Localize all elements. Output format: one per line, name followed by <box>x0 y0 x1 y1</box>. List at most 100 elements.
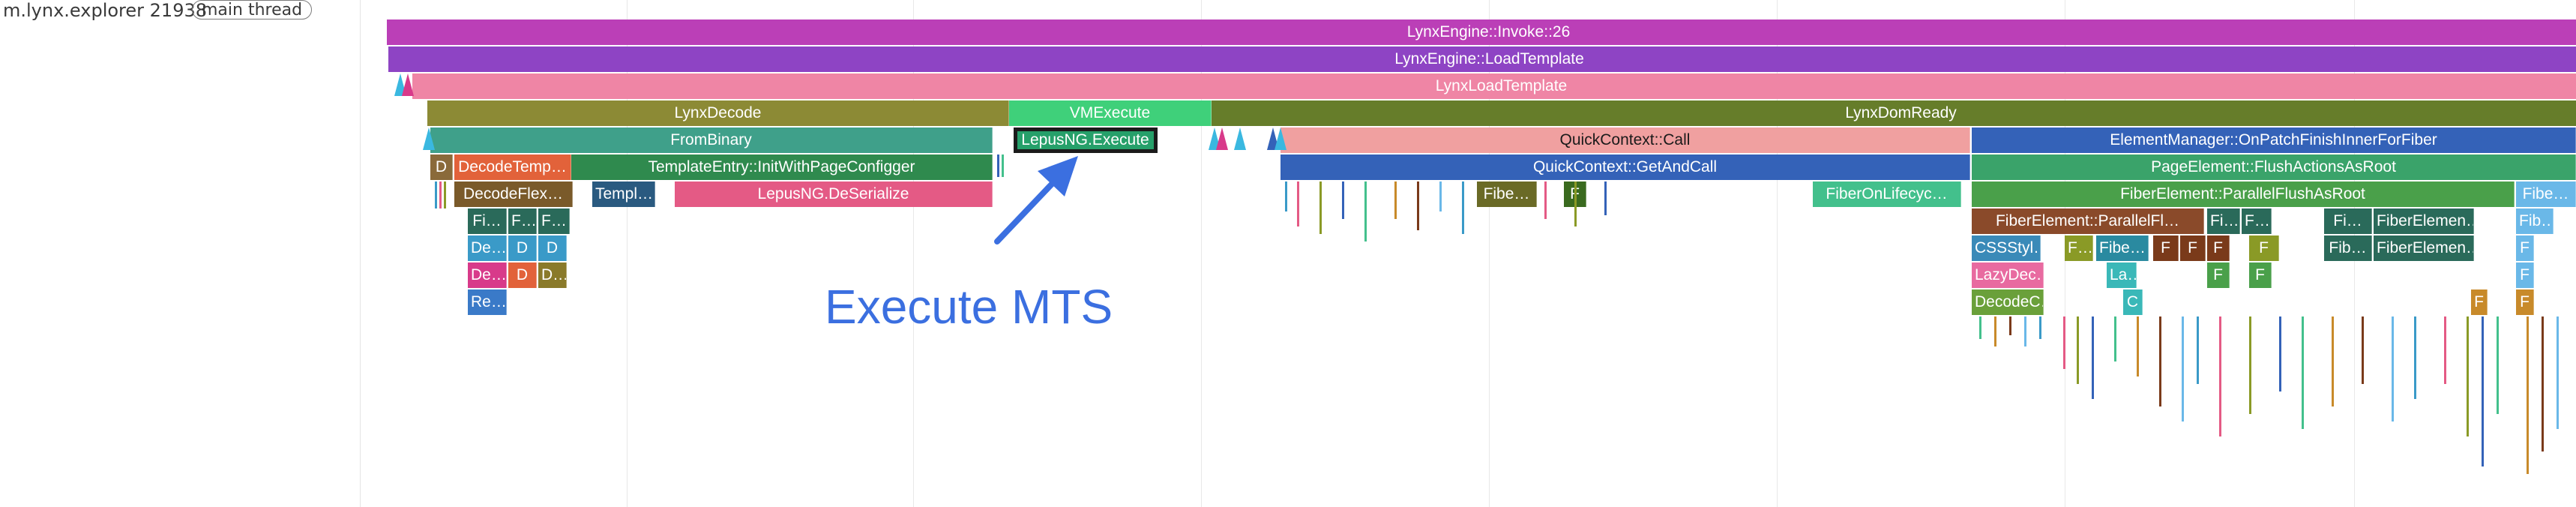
flame-slice[interactable]: QuickContext::Call <box>1281 128 1970 153</box>
flame-slice[interactable]: LynxDecode <box>427 100 1009 126</box>
flame-tick[interactable] <box>1439 182 1442 212</box>
flame-tick[interactable] <box>1979 316 1981 339</box>
flame-tick[interactable] <box>1285 182 1287 212</box>
flame-slice[interactable]: Fib… <box>2516 208 2554 234</box>
flame-tick[interactable] <box>2482 316 2484 466</box>
flame-slice[interactable]: La… <box>2107 262 2137 288</box>
flame-tick[interactable] <box>435 182 437 208</box>
flame-tick[interactable] <box>2414 316 2416 399</box>
flame-slice[interactable]: Templ… <box>592 182 655 207</box>
flame-tick[interactable] <box>2063 316 2065 369</box>
flame-tick[interactable] <box>2182 316 2184 422</box>
instant-event-marker[interactable] <box>1275 128 1287 150</box>
flame-slice[interactable]: Fibe… <box>2096 236 2149 261</box>
flame-slice[interactable]: DecodeTemp… <box>454 154 571 180</box>
flame-slice[interactable]: F <box>2471 290 2488 315</box>
flame-slice[interactable]: F <box>2249 262 2272 288</box>
flame-tick[interactable] <box>1319 182 1322 234</box>
flame-slice[interactable]: FiberElemen… <box>2374 208 2474 234</box>
flame-tick[interactable] <box>2392 316 2394 422</box>
flame-slice[interactable]: D… <box>538 262 567 288</box>
flame-tick[interactable] <box>2302 316 2304 429</box>
instant-event-marker[interactable] <box>402 74 414 96</box>
flame-slice[interactable]: CSSStyl… <box>1972 236 2041 261</box>
flame-slice[interactable]: VMExecute <box>1009 100 1212 126</box>
flame-slice[interactable]: Fi… <box>2324 208 2372 234</box>
flame-slice[interactable]: F <box>2516 290 2534 315</box>
flame-tick[interactable] <box>2197 316 2199 384</box>
flame-slice[interactable]: Fi… <box>2207 208 2240 234</box>
flame-slice[interactable]: DecodeFlex… <box>454 182 573 207</box>
flame-tick[interactable] <box>1417 182 1419 230</box>
flame-tick[interactable] <box>1364 182 1367 242</box>
flame-slice[interactable]: F… <box>538 208 570 234</box>
flame-tick[interactable] <box>444 182 446 208</box>
flame-slice[interactable]: PageElement::FlushActionsAsRoot <box>1972 154 2576 180</box>
flame-slice[interactable]: F… <box>508 208 537 234</box>
flame-slice[interactable]: Fi… <box>468 208 507 234</box>
flame-slice[interactable]: Re… <box>468 290 507 315</box>
flame-slice[interactable]: LynxLoadTemplate <box>412 74 2576 99</box>
flame-slice[interactable]: F <box>2207 262 2230 288</box>
flame-tick[interactable] <box>2467 316 2469 436</box>
flame-tick[interactable] <box>2114 316 2116 362</box>
flame-tick[interactable] <box>2557 316 2559 429</box>
flame-slice[interactable]: ElementManager::OnPatchFinishInnerForFib… <box>1972 128 2576 153</box>
flame-tick[interactable] <box>2024 316 2026 346</box>
flame-slice[interactable]: D <box>430 154 453 180</box>
flame-tick[interactable] <box>1462 182 1464 234</box>
instant-event-marker[interactable] <box>1216 128 1228 150</box>
instant-event-marker[interactable] <box>1234 128 1246 150</box>
flame-tick[interactable] <box>2039 316 2041 339</box>
flame-slice[interactable]: Fibe… <box>1477 182 1537 207</box>
flame-tick[interactable] <box>2444 316 2446 384</box>
flame-tick[interactable] <box>1574 182 1577 226</box>
flame-slice[interactable]: LynxEngine::LoadTemplate <box>388 46 2576 72</box>
flame-slice[interactable]: De… <box>468 236 507 261</box>
flame-slice[interactable]: FiberOnLifecyc… <box>1813 182 1961 207</box>
flame-tick[interactable] <box>2009 316 2011 335</box>
flame-slice[interactable]: F <box>2207 236 2230 261</box>
flame-tick[interactable] <box>2077 316 2079 384</box>
flame-slice[interactable]: TemplateEntry::InitWithPageConfigger <box>571 154 993 180</box>
flame-tick[interactable] <box>2542 316 2544 452</box>
flame-tick[interactable] <box>1544 182 1547 219</box>
flame-slice[interactable]: LynxEngine::Invoke::26 <box>387 20 2576 45</box>
flame-slice[interactable]: Fibe… <box>2516 182 2576 207</box>
flame-tick[interactable] <box>2527 316 2529 474</box>
flame-slice[interactable]: F <box>2180 236 2206 261</box>
flame-slice[interactable]: D <box>538 236 567 261</box>
flame-slice[interactable]: C <box>2123 290 2143 315</box>
flame-tick[interactable] <box>2362 316 2364 384</box>
flame-tick[interactable] <box>1604 182 1607 215</box>
flame-slice[interactable]: F… <box>2065 236 2093 261</box>
thread-badge[interactable]: main thread <box>192 0 313 20</box>
flame-slice[interactable]: F… <box>2242 208 2272 234</box>
flame-tick[interactable] <box>2279 316 2281 392</box>
flame-tick[interactable] <box>1002 154 1004 177</box>
flame-tick[interactable] <box>997 154 999 177</box>
flame-slice[interactable]: D <box>508 262 537 288</box>
flame-slice[interactable]: F <box>2516 236 2534 261</box>
flame-chart[interactable]: LynxEngine::Invoke::26 LynxEngine::LoadTe… <box>360 0 2576 507</box>
flame-tick[interactable] <box>2249 316 2251 414</box>
flame-slice[interactable]: FiberElement::ParallelFl… <box>1972 208 2204 234</box>
flame-slice[interactable]: LepusNG.Execute <box>1014 128 1158 153</box>
flame-tick[interactable] <box>1342 182 1344 219</box>
flame-slice[interactable]: LepusNG.DeSerialize <box>675 182 993 207</box>
flame-slice[interactable]: FiberElemen… <box>2374 236 2474 261</box>
flame-slice[interactable]: LazyDec… <box>1972 262 2044 288</box>
flame-tick[interactable] <box>1394 182 1397 219</box>
instant-event-marker[interactable] <box>423 128 435 150</box>
flame-slice[interactable]: LynxDomReady <box>1212 100 2576 126</box>
flame-slice[interactable]: F <box>2153 236 2179 261</box>
flame-tick[interactable] <box>1994 316 1996 346</box>
flame-slice[interactable]: DecodeC… <box>1972 290 2044 315</box>
flame-slice[interactable]: QuickContext::GetAndCall <box>1281 154 1970 180</box>
flame-slice[interactable]: FromBinary <box>430 128 993 153</box>
flame-slice[interactable]: FiberElement::ParallelFlushAsRoot <box>1972 182 2515 207</box>
flame-slice[interactable]: F <box>2249 236 2279 261</box>
flame-slice[interactable]: Fib… <box>2324 236 2372 261</box>
flame-tick[interactable] <box>2497 316 2499 414</box>
flame-tick[interactable] <box>439 182 442 208</box>
